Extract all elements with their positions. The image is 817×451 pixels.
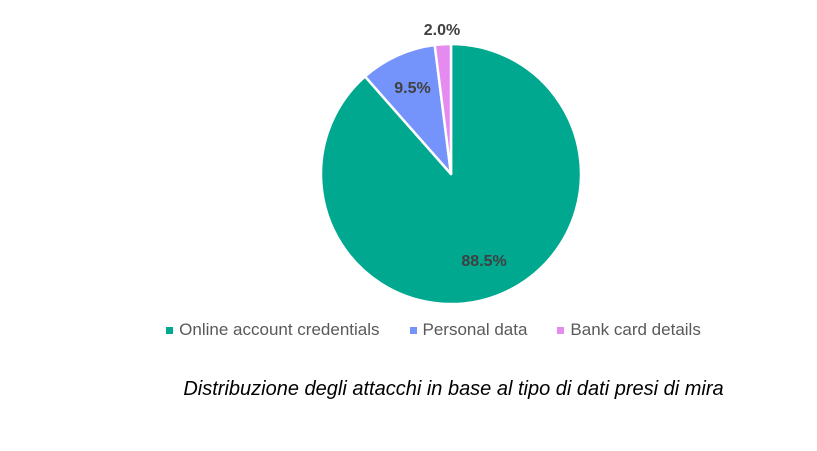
data-label: 88.5% <box>461 253 506 270</box>
legend-item-personal-data: Personal data <box>409 320 528 340</box>
pie-slice-bank-card-details <box>433 42 453 176</box>
data-label: 2.0% <box>424 22 460 39</box>
chart-caption: Distribuzione degli attacchi in base al … <box>183 378 724 400</box>
legend-swatch <box>557 326 565 334</box>
legend-label: Online account credentials <box>179 320 380 339</box>
legend-item-bank-card-details: Bank card details <box>557 320 701 340</box>
legend: Online account credentials Personal data… <box>0 318 817 342</box>
data-label: 9.5% <box>394 80 430 97</box>
legend-swatch <box>409 326 417 334</box>
legend-label: Bank card details <box>570 320 701 339</box>
pie-slice-personal-data <box>363 43 453 176</box>
legend-item-online-account-credentials: Online account credentials <box>166 320 380 340</box>
legend-swatch <box>166 326 174 334</box>
legend-label: Personal data <box>422 320 528 339</box>
